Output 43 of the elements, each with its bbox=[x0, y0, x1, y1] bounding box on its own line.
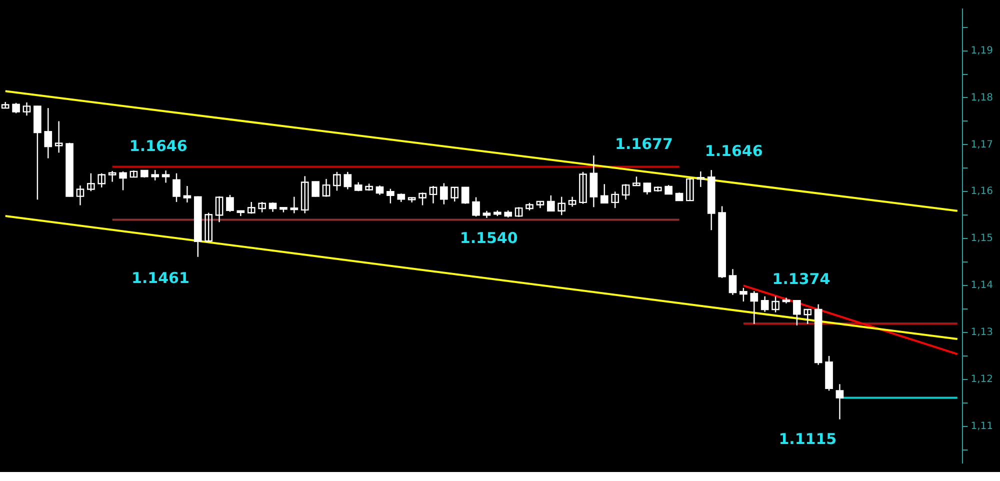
y-tick-label: 1,12 bbox=[970, 374, 993, 386]
candlestick bbox=[87, 172, 95, 192]
candlestick bbox=[54, 120, 63, 154]
candlestick bbox=[247, 201, 256, 214]
candlestick bbox=[418, 192, 426, 206]
candlestick bbox=[204, 212, 213, 242]
y-tick-label: 1,18 bbox=[970, 92, 993, 104]
candlestick bbox=[686, 176, 694, 202]
annotation: 1.1374 bbox=[772, 270, 830, 288]
candlestick bbox=[611, 191, 619, 209]
candlestick bbox=[333, 171, 341, 192]
y-tick-label: 1,11 bbox=[970, 420, 993, 432]
y-tick-label: 1,13 bbox=[970, 327, 993, 338]
candlestick bbox=[76, 184, 84, 206]
annotation: 1.1646 bbox=[129, 136, 188, 155]
candlestick bbox=[558, 196, 566, 216]
candlestick bbox=[568, 196, 576, 208]
candlestick bbox=[696, 170, 705, 188]
candlestick bbox=[215, 196, 224, 223]
candlestick bbox=[514, 206, 523, 218]
annotation: 1.1677 bbox=[615, 134, 673, 153]
y-tick-label: 1,16 bbox=[970, 186, 993, 198]
annotation: 1.1461 bbox=[132, 268, 190, 287]
candlestick bbox=[322, 178, 330, 198]
candlestick bbox=[98, 172, 106, 188]
candlestick bbox=[622, 184, 630, 200]
annotation: 1.1115 bbox=[778, 430, 837, 448]
candlestick bbox=[450, 186, 459, 202]
candlestick bbox=[429, 185, 438, 204]
y-tick-label: 1,17 bbox=[970, 139, 993, 150]
candlestick bbox=[108, 170, 116, 182]
candlestick bbox=[300, 176, 309, 214]
y-tick-label: 1,14 bbox=[970, 280, 993, 292]
candlestick bbox=[579, 171, 587, 204]
candlestick bbox=[632, 176, 640, 187]
candlestick bbox=[258, 201, 266, 213]
candlestick bbox=[772, 296, 780, 313]
annotation: 1.1540 bbox=[460, 228, 518, 247]
y-tick-label: 1,15 bbox=[970, 233, 993, 244]
annotation: 1.1646 bbox=[704, 142, 763, 160]
y-tick-label: 1,19 bbox=[970, 45, 993, 56]
candlestick bbox=[804, 308, 812, 325]
candlestick bbox=[22, 102, 31, 116]
